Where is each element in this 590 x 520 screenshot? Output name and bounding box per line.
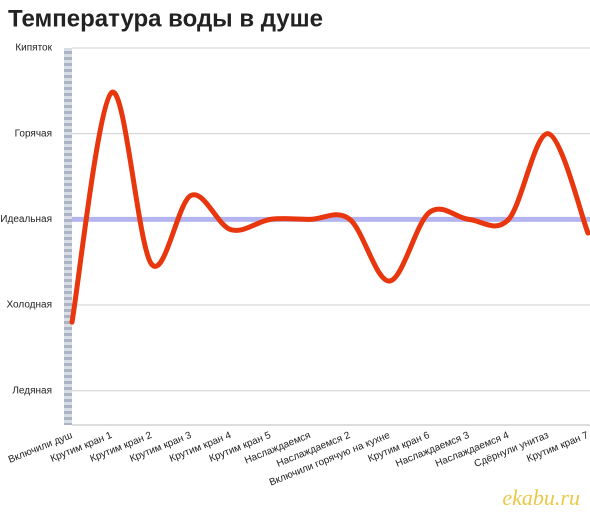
y-tick-label: Идеальная — [0, 214, 52, 225]
y-tick-label: Кипяток — [15, 43, 52, 54]
y-tick-label: Холодная — [6, 300, 52, 311]
watermark: ekabu.ru — [502, 485, 580, 510]
temperature-line — [69, 90, 590, 325]
y-axis — [64, 48, 72, 425]
chart-title: Температура воды в душе — [8, 5, 323, 32]
y-tick-label: Горячая — [15, 128, 52, 139]
y-tick-label: Ледяная — [12, 385, 52, 396]
